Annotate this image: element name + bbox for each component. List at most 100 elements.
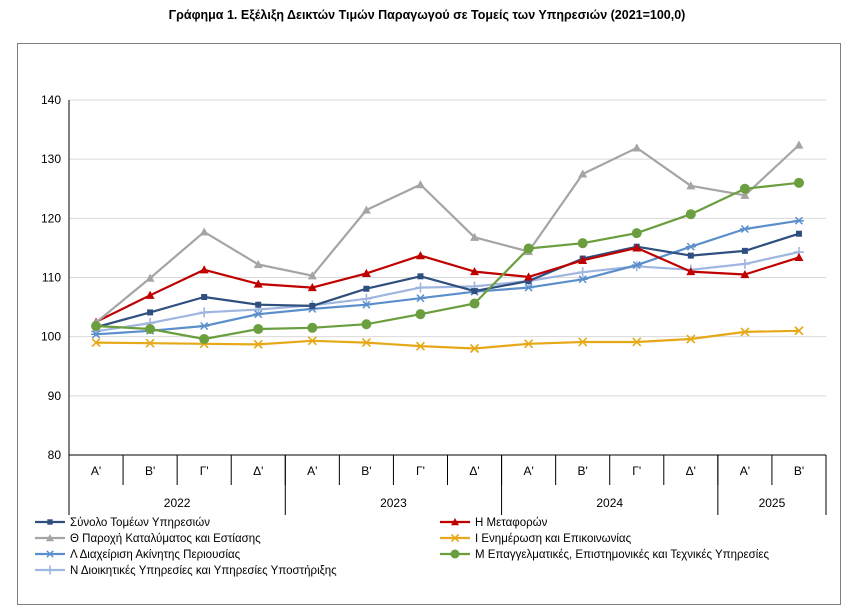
series-line xyxy=(95,144,800,324)
x-tick-label: Α' xyxy=(91,464,101,478)
legend-swatch-marker xyxy=(450,549,460,559)
data-point xyxy=(253,279,263,288)
data-point xyxy=(255,301,262,308)
chart-title: Γράφημα 1. Εξέλιξη Δεικτών Τιμών Παραγωγ… xyxy=(168,8,686,22)
x-tick-label: Γ' xyxy=(632,464,641,478)
data-point xyxy=(307,322,318,333)
data-point xyxy=(525,278,532,285)
legend-item: Ν Διοικητικές Υπηρεσίες και Υπηρεσίες Υπ… xyxy=(35,565,337,577)
legend-swatch-marker xyxy=(45,550,55,558)
y-tick-label: 140 xyxy=(41,93,61,107)
data-point xyxy=(199,334,210,345)
legend-item: Ι Ενημέρωση και Επικοινωνίας xyxy=(440,533,632,545)
data-point xyxy=(686,181,696,190)
data-point xyxy=(687,252,694,259)
data-point xyxy=(253,310,264,319)
x-year-label: 2025 xyxy=(759,496,786,510)
x-tick-label: Γ' xyxy=(416,464,425,478)
legend-label: Λ Διαχείριση Ακίνητης Περιουσίας xyxy=(70,549,241,561)
data-point xyxy=(145,273,155,282)
data-point xyxy=(145,338,155,348)
series-group xyxy=(91,247,804,337)
y-tick-label: 110 xyxy=(42,271,61,285)
data-point xyxy=(794,326,804,336)
legend-item: Μ Επαγγελματικές, Επιστημονικές και Τεχν… xyxy=(440,549,769,561)
data-point xyxy=(686,267,696,276)
data-point xyxy=(795,230,802,237)
series-line xyxy=(95,219,800,336)
data-point xyxy=(740,190,750,199)
data-point xyxy=(91,338,101,348)
data-point xyxy=(361,205,371,214)
data-point xyxy=(199,321,210,331)
legend-swatch-marker xyxy=(45,565,55,575)
legend-swatch-marker xyxy=(45,533,55,542)
data-point xyxy=(578,337,588,347)
legend-label: Η Μεταφορών xyxy=(475,517,548,529)
data-point xyxy=(361,300,372,309)
data-point xyxy=(685,242,696,251)
data-point xyxy=(793,177,804,188)
data-point xyxy=(415,180,425,189)
data-point xyxy=(739,224,750,234)
data-point xyxy=(415,251,425,260)
data-point xyxy=(199,227,209,236)
data-point xyxy=(685,209,696,220)
x-tick-label: Β' xyxy=(145,464,155,478)
data-point xyxy=(145,323,156,334)
data-point xyxy=(253,339,263,349)
data-point xyxy=(415,282,426,293)
data-point xyxy=(309,302,316,309)
legend-label: Ν Διοικητικές Υπηρεσίες και Υπηρεσίες Υπ… xyxy=(70,565,337,577)
legend-label: Σύνολο Τομέων Υπηρεσιών xyxy=(70,517,210,529)
series-group xyxy=(91,326,804,354)
legend-label: Ι Ενημέρωση και Επικοινωνίας xyxy=(475,533,632,545)
data-point xyxy=(199,265,209,274)
x-year-label: 2023 xyxy=(380,496,407,510)
series-line xyxy=(95,251,800,333)
data-point xyxy=(307,271,317,280)
data-point xyxy=(91,321,102,332)
series-group xyxy=(91,177,804,345)
data-point xyxy=(793,216,804,225)
x-tick-label: Γ' xyxy=(200,464,209,478)
legend-label: Μ Επαγγελματικές, Επιστημονικές και Τεχν… xyxy=(475,549,769,561)
data-point xyxy=(361,268,371,277)
x-tick-label: Δ' xyxy=(253,464,263,478)
data-point xyxy=(577,267,588,278)
data-point xyxy=(361,319,372,330)
data-point xyxy=(523,283,534,292)
data-point xyxy=(632,143,642,152)
data-point xyxy=(469,343,480,354)
data-point xyxy=(361,338,371,348)
y-tick-label: 80 xyxy=(48,448,62,462)
data-point xyxy=(577,238,588,249)
legend-swatch-marker xyxy=(450,533,460,543)
data-point xyxy=(632,337,642,347)
data-point xyxy=(471,288,478,295)
x-tick-label: Δ' xyxy=(469,464,479,478)
data-point xyxy=(417,273,424,280)
legend-item: Σύνολο Τομέων Υπηρεσιών xyxy=(35,517,210,529)
data-point xyxy=(523,243,534,254)
data-point xyxy=(577,275,588,284)
data-point xyxy=(253,259,263,269)
data-point xyxy=(578,169,588,178)
x-year-label: 2022 xyxy=(164,496,191,510)
data-point xyxy=(740,327,750,337)
series-line xyxy=(95,246,800,323)
data-point xyxy=(91,330,102,339)
chart-frame xyxy=(17,43,841,605)
legend-swatch-marker xyxy=(450,517,460,526)
x-year-label: 2024 xyxy=(596,496,623,510)
data-point xyxy=(470,232,480,241)
series-line xyxy=(95,181,800,341)
x-tick-label: Δ' xyxy=(686,464,696,478)
data-point xyxy=(307,336,317,346)
data-point xyxy=(740,270,750,279)
x-tick-label: Β' xyxy=(794,464,804,478)
data-point xyxy=(469,298,480,309)
data-point xyxy=(201,294,208,301)
legend-item: Λ Διαχείριση Ακίνητης Περιουσίας xyxy=(35,549,241,561)
y-tick-label: 90 xyxy=(48,389,62,403)
